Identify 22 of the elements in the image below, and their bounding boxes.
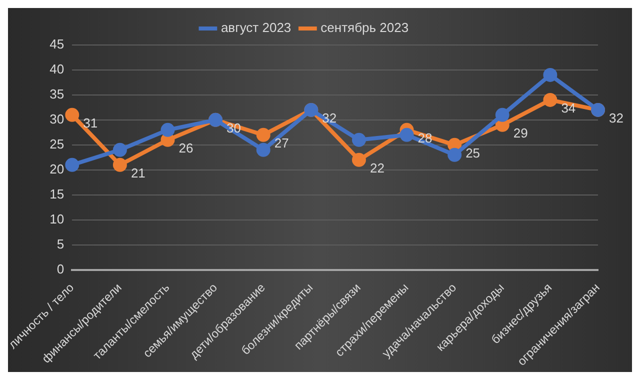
- y-tick-label: 10: [50, 211, 64, 226]
- data-label: 30: [226, 120, 242, 136]
- data-label: 27: [274, 135, 289, 150]
- data-label: 29: [513, 126, 528, 141]
- y-tick-label: 45: [50, 36, 64, 52]
- y-tick-label: 5: [56, 236, 64, 252]
- legend-label: сентябрь 2023: [320, 20, 409, 36]
- data-label: 28: [418, 130, 432, 146]
- y-tick-label: 35: [50, 86, 64, 102]
- data-label: 22: [370, 160, 384, 176]
- y-tick-label: 0: [56, 261, 64, 276]
- legend-label: август 2023: [220, 20, 292, 36]
- data-label: 25: [466, 145, 480, 160]
- y-tick-label: 20: [50, 161, 64, 176]
- data-label: 31: [83, 116, 98, 131]
- y-tick-label: 30: [50, 112, 64, 127]
- data-label: 21: [130, 165, 146, 180]
- y-tick-label: 25: [50, 136, 64, 152]
- data-label: 26: [178, 140, 194, 156]
- data-label: 32: [609, 110, 624, 126]
- y-tick-label: 40: [50, 62, 64, 77]
- y-tick-label: 15: [50, 186, 64, 202]
